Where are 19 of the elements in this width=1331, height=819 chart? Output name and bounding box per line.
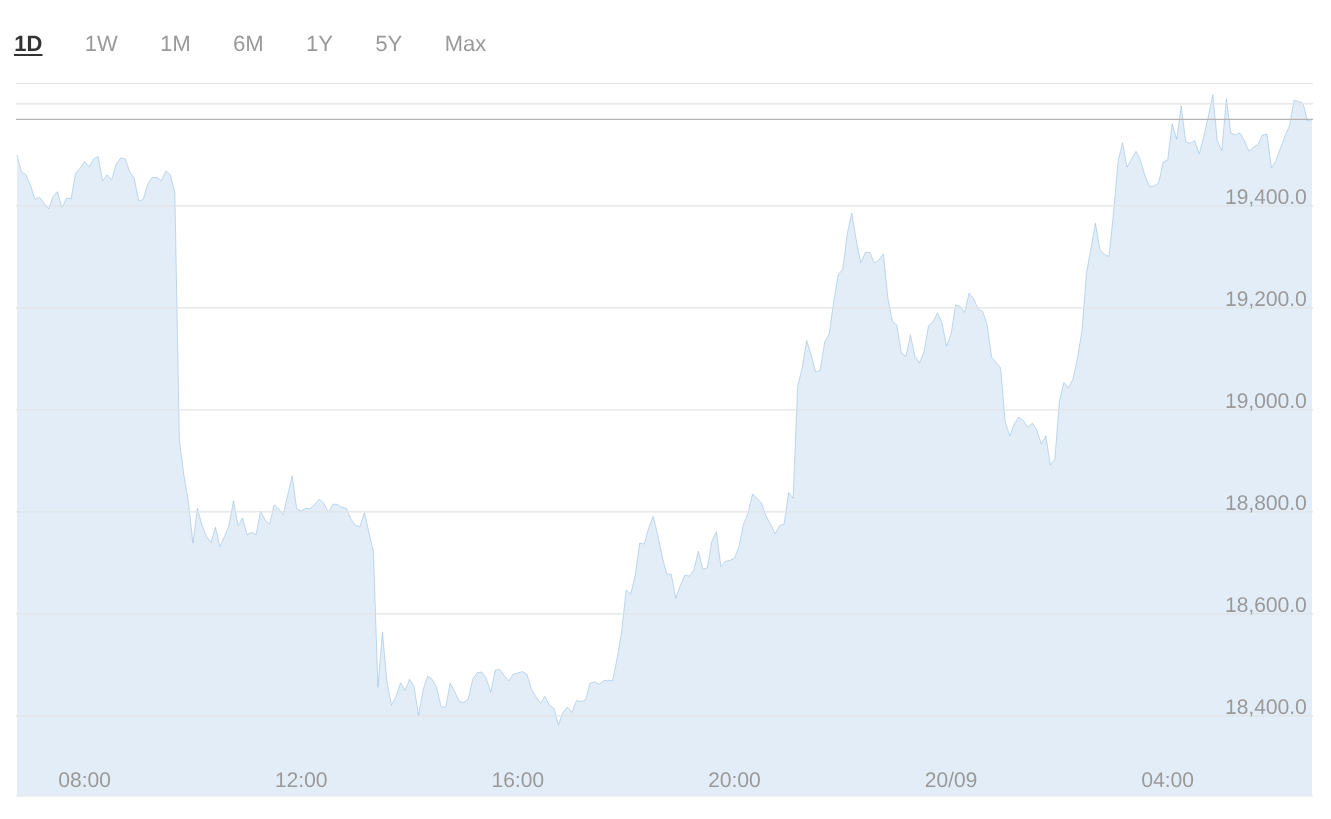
x-tick-label: 16:00 (493, 772, 544, 788)
text: 1Y (307, 35, 333, 51)
x-tick-label: 20:00 (709, 772, 760, 788)
y-tick-label: 18,400.0 (1226, 699, 1306, 717)
x-tick-label: 08:00 (59, 772, 111, 788)
y-tick-label: 18,600.0 (1226, 597, 1306, 615)
y-tick-label: 19,200.0 (1226, 291, 1306, 309)
text: 1W (86, 35, 118, 51)
text: 1M (161, 35, 189, 51)
text: 5Y (376, 35, 402, 52)
text: 6M (234, 35, 262, 52)
text: 1D (15, 35, 42, 51)
y-tick-label: 19,000.0 (1226, 393, 1306, 411)
y-tick-label: 19,400.0 (1226, 189, 1306, 207)
x-tick-label: 12:00 (276, 772, 327, 788)
x-tick-label: 04:00 (1142, 772, 1194, 788)
x-tick-label: 20/09 (925, 771, 977, 788)
y-tick-label: 18,800.0 (1226, 495, 1306, 513)
text: Max (446, 35, 486, 52)
